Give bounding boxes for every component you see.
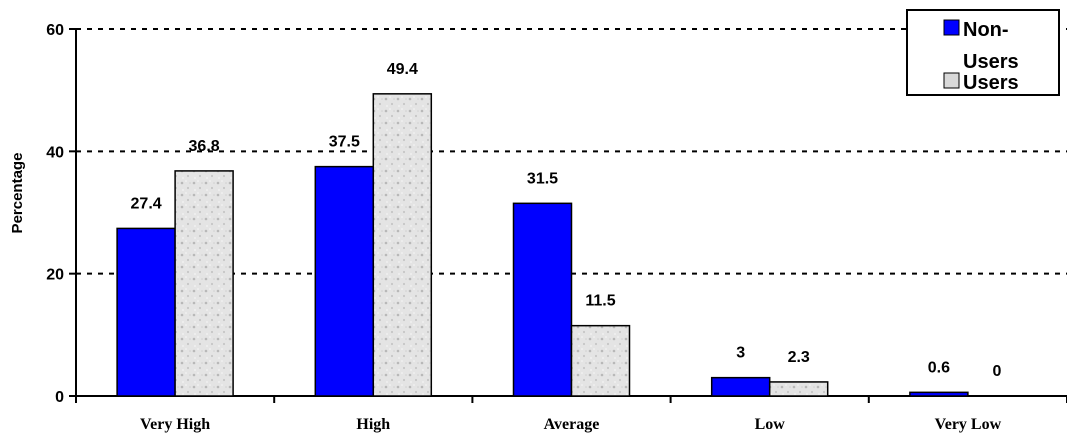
bar-non-users [314,165,375,397]
data-label-users: 11.5 [585,293,615,310]
bars [116,93,969,397]
x-tick-label: Average [544,416,600,433]
data-label-non-users: 27.4 [131,195,162,212]
x-tick-label: High [356,416,390,433]
y-axis-title: Percentage [9,153,26,234]
bar-non-users [512,202,573,397]
bar-non-users [909,391,969,397]
legend-box [906,9,1060,96]
data-label-non-users: 0.6 [928,359,950,376]
y-tick-label: 40 [46,144,64,161]
bar-non-users [116,227,176,397]
y-tick-label: 20 [46,267,64,284]
bar-non-users [710,376,771,397]
legend-swatch-non-users [943,19,960,36]
data-label-non-users: 37.5 [329,134,360,151]
x-tick-label: Low [755,416,786,433]
legend: Non- Users Users [906,9,1060,96]
legend-label-non-users-line2: Users [963,51,1019,73]
x-tick-label: Very Low [935,416,1002,433]
data-label-non-users: 31.5 [527,170,558,187]
data-label-users: 36.8 [189,138,220,155]
y-tick-label: 60 [46,22,64,39]
x-axis: Very High High Average Low Very Low [75,395,1067,433]
bar-users [174,170,234,397]
bar-users [768,381,829,397]
bar-users [570,324,631,397]
x-tick-label: Very High [140,416,210,433]
y-axis: 0 20 40 60 [46,22,77,406]
data-label-non-users: 3 [736,345,745,362]
data-label-users: 0 [992,363,1001,380]
data-label-users: 2.3 [788,349,810,366]
bar-users [372,93,433,397]
y-tick-label: 0 [55,389,64,406]
data-label-users: 49.4 [387,61,418,78]
legend-swatch-users [943,72,960,89]
data-labels: 27.4 37.5 31.5 3 0.6 36.8 49.4 11.5 2.3 0 [131,61,1002,380]
legend-label-users: Users [963,72,1019,94]
legend-label-non-users-line1: Non- [963,19,1009,41]
